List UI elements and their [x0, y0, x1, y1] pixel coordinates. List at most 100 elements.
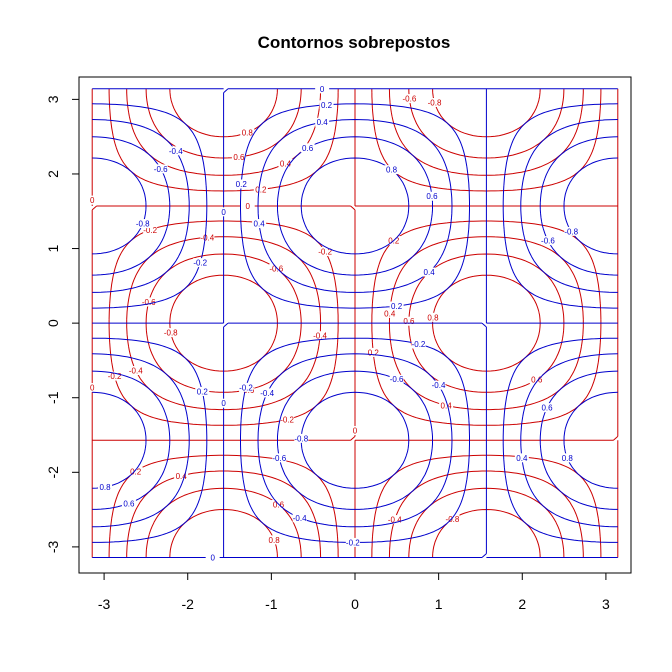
contour-label-bg [292, 513, 307, 523]
x-tick-label: -2 [182, 596, 195, 612]
contour-label: 0.6 [426, 192, 438, 201]
contour-label: -0.6 [541, 237, 555, 246]
contour-label: 0.4 [424, 268, 436, 277]
contour-label-bg [216, 398, 231, 408]
contour-label-bg [240, 201, 255, 211]
contour-label-bg [431, 380, 446, 390]
contour-label-bg [401, 316, 416, 326]
contour-label: -0.8 [136, 220, 150, 229]
contour-label: -0.4 [388, 516, 402, 525]
contour-label-bg [272, 453, 287, 463]
contour-label-bg [514, 453, 529, 463]
contour-label-bg [231, 152, 246, 162]
contour-label: 0.2 [197, 387, 209, 396]
contour-label-bg [422, 267, 437, 277]
contour-label: -0.8 [164, 329, 178, 338]
contour-label-bg [564, 226, 579, 236]
contour-label: -0.4 [313, 332, 327, 341]
contour-label-bg [529, 374, 544, 384]
contour-label: -0.6 [403, 95, 417, 104]
contour-label-bg [195, 386, 210, 396]
contour-label-bg [260, 388, 275, 398]
contour-line [91, 88, 619, 558]
contour-label-bg [205, 552, 220, 562]
contour-label: -0.2 [346, 538, 360, 547]
contour-label: 0.2 [321, 101, 333, 110]
contour-label-bg [445, 514, 460, 524]
contour-line [126, 88, 584, 558]
contour-label-bg [253, 184, 268, 194]
contour-label-bg [313, 331, 328, 341]
contour-label: 0 [90, 384, 95, 393]
contour-label-bg [135, 219, 150, 229]
contour-label: 0 [353, 427, 358, 436]
contour-line [92, 136, 618, 510]
contour-label-bg [425, 312, 440, 322]
y-tick-label: -2 [45, 466, 61, 479]
contour-label: 0.2 [391, 302, 403, 311]
contour-label-bg [234, 179, 249, 189]
contour-label: -0.2 [412, 340, 426, 349]
contour-label-bg [300, 143, 315, 153]
contour-label: 0 [221, 208, 226, 217]
y-tick-label: 0 [45, 319, 61, 327]
contour-line [108, 88, 602, 558]
contour-label-bg [200, 232, 215, 242]
contour-label: 0 [221, 399, 226, 408]
chart-title: Contornos sobrepostos [258, 33, 451, 52]
contour-label-bg [98, 482, 113, 492]
contour-label-bg [216, 207, 231, 217]
contour-label-bg [280, 414, 295, 424]
contour-label: 0.2 [130, 467, 142, 476]
contour-label-bg [411, 339, 426, 349]
contour-label: 0.4 [516, 454, 528, 463]
contour-label: 0.8 [386, 166, 398, 175]
contour-label-bg [315, 117, 330, 127]
contour-label-bg [174, 471, 189, 481]
contour-label-bg [540, 236, 555, 246]
contour-lines: -0.8-0.8-0.8-0.6-0.6-0.6-0.6-0.4-0.4-0.4… [85, 84, 619, 562]
contour-label-bg [348, 426, 362, 436]
x-tick-label: 2 [518, 596, 526, 612]
contour-label-bg [240, 127, 255, 137]
contour-label: 0.6 [403, 317, 415, 326]
contour-line [92, 103, 618, 543]
contour-label: 0.2 [255, 185, 267, 194]
y-tick-label: 2 [45, 170, 61, 178]
contour-label-bg [389, 301, 404, 311]
contour-label: -0.4 [293, 514, 307, 523]
contour-label: 0.6 [531, 375, 543, 384]
contour-label: 0.8 [242, 128, 254, 137]
contour-label: -0.6 [154, 165, 168, 174]
contour-label-bg [389, 374, 404, 384]
y-tick-label: -1 [45, 391, 61, 404]
contour-label: 0.2 [388, 237, 400, 246]
contour-label-bg [540, 403, 555, 413]
contour-label: 0.2 [236, 180, 248, 189]
contour-label: -0.6 [269, 264, 283, 273]
y-axis: -3 -2 -1 0 1 2 3 [45, 95, 80, 553]
contour-label: 0.4 [384, 309, 396, 318]
contour-label-bg [384, 165, 399, 175]
contour-label-bg [168, 146, 183, 156]
contour-label-bg [252, 219, 267, 229]
contour-label: -0.6 [390, 375, 404, 384]
contour-label-bg [153, 164, 168, 174]
y-tick-label: 3 [45, 95, 61, 103]
contour-label-bg [141, 297, 156, 307]
contour-label: 0.4 [317, 118, 329, 127]
contour-label-bg [424, 191, 439, 201]
contour-label: 0.2 [368, 348, 380, 357]
y-tick-label: -3 [45, 540, 61, 553]
contour-label: 0 [90, 196, 95, 205]
contour-label: 0.4 [441, 401, 453, 410]
contour-label: 0.6 [123, 499, 135, 508]
contour-label: -0.2 [318, 247, 332, 256]
contour-label: 0.8 [562, 454, 574, 463]
contour-label-bg [319, 100, 334, 110]
contour-label-bg [318, 246, 333, 256]
x-tick-label: 3 [602, 596, 610, 612]
contour-label: 0 [245, 202, 250, 211]
contour-label: 0.4 [280, 159, 292, 168]
